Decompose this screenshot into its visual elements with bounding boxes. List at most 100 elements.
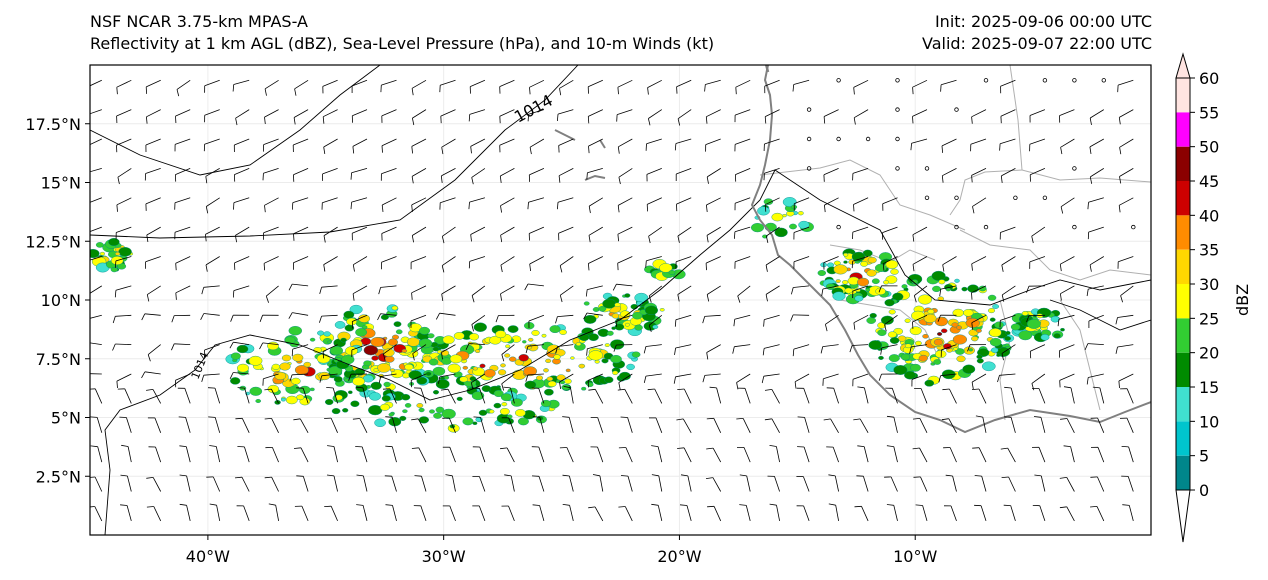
echo-cell	[495, 330, 507, 339]
wind-barb	[617, 79, 633, 95]
wind-barb	[146, 389, 162, 404]
calm-circle	[895, 78, 900, 83]
wind-barb	[499, 138, 515, 153]
wind-barb	[706, 344, 721, 360]
echo-cell	[927, 309, 935, 315]
wind-barb	[620, 475, 633, 492]
wind-barb	[145, 197, 161, 211]
echo-cell	[884, 299, 895, 307]
wind-barb	[265, 447, 279, 463]
wind-barb	[588, 506, 604, 522]
echo-cell	[90, 249, 100, 258]
wind-barb	[763, 314, 780, 327]
wind-barb	[351, 79, 368, 93]
echo-cell	[890, 268, 899, 275]
wind-barb	[586, 344, 603, 356]
echo-cell	[951, 322, 959, 328]
valid-time: Valid: 2025-09-07 22:00 UTC	[921, 34, 1152, 53]
calm-circle	[924, 166, 930, 171]
echo-cell	[865, 288, 871, 292]
wind-barb	[468, 197, 486, 210]
wind-barb	[90, 197, 102, 203]
calm-circle	[806, 166, 812, 171]
wind-barb	[351, 226, 368, 241]
wind-barb	[319, 314, 338, 323]
colorbar-tick-label: 20	[1199, 344, 1219, 363]
wind-barb	[967, 344, 987, 352]
wind-barb	[90, 168, 102, 173]
wind-barb	[706, 197, 721, 213]
wind-barb	[1087, 197, 1104, 210]
wind-barb	[441, 344, 456, 360]
wind-barb	[411, 447, 427, 463]
wind-barb	[1060, 138, 1075, 155]
wind-barb	[141, 371, 161, 379]
wind-barb	[943, 447, 957, 463]
echo-cell	[334, 321, 346, 329]
wind-barb	[592, 474, 604, 492]
wind-barb	[736, 447, 751, 463]
wind-barb	[234, 168, 250, 182]
wind-barb	[262, 168, 279, 181]
colorbar-tick-label: 0	[1199, 481, 1209, 500]
lon-tick-label: 10°W	[893, 547, 937, 566]
wind-barb	[351, 314, 368, 329]
wind-barb	[733, 314, 751, 327]
echo-cell	[333, 376, 343, 383]
wind-barb	[259, 314, 279, 322]
wind-barb	[380, 79, 397, 93]
echo-cell	[932, 285, 941, 293]
wind-barb	[114, 285, 132, 298]
wind-barb	[822, 373, 839, 386]
wind-barb	[679, 504, 692, 522]
calm-circle	[1072, 166, 1077, 171]
echo-cell	[399, 415, 407, 421]
wind-barb	[882, 226, 898, 240]
echo-cell	[989, 328, 1002, 338]
wind-barb	[1090, 476, 1105, 492]
echo-cell	[274, 400, 281, 405]
wind-barb	[1120, 285, 1134, 303]
wind-barb	[352, 256, 368, 272]
wind-barb	[263, 226, 279, 240]
wind-barb	[853, 418, 869, 433]
echo-cell	[475, 349, 481, 354]
wind-barbs	[90, 78, 1136, 522]
wind-barb	[327, 445, 338, 463]
wind-barb	[294, 79, 309, 96]
wind-barb	[884, 476, 898, 492]
wind-barb	[557, 109, 574, 122]
wind-barb	[470, 138, 486, 154]
lat-tick-label: 10°N	[41, 291, 81, 310]
wind-barb	[120, 504, 132, 522]
wind-barb	[525, 344, 544, 354]
wind-barb	[499, 79, 515, 94]
colorbar-segment	[1176, 284, 1190, 319]
wind-barb	[209, 445, 221, 463]
echo-cell	[368, 405, 383, 416]
wind-barb	[500, 197, 515, 213]
echo-cell	[594, 359, 600, 364]
echo-cell	[522, 340, 527, 344]
echo-cell	[904, 371, 916, 380]
wind-barb	[413, 387, 427, 404]
echo-cell	[402, 409, 408, 414]
calm-circle	[954, 195, 959, 200]
wind-barb	[385, 504, 397, 521]
wind-barb	[997, 373, 1016, 383]
echo-cell	[271, 363, 281, 370]
wind-barb	[532, 416, 545, 433]
wind-barb	[945, 474, 957, 492]
wind-barb	[938, 373, 957, 383]
echo-cell	[559, 329, 567, 335]
colorbar-segment	[1176, 112, 1190, 147]
wind-barb	[828, 474, 839, 492]
echo-cell	[588, 350, 603, 361]
wind-barb	[323, 256, 338, 272]
echo-cell	[395, 329, 403, 335]
echo-cell	[978, 285, 987, 292]
colorbar-segment	[1176, 249, 1190, 284]
wind-barb	[146, 109, 161, 124]
wind-barb	[586, 168, 603, 180]
wind-barb	[146, 477, 162, 492]
